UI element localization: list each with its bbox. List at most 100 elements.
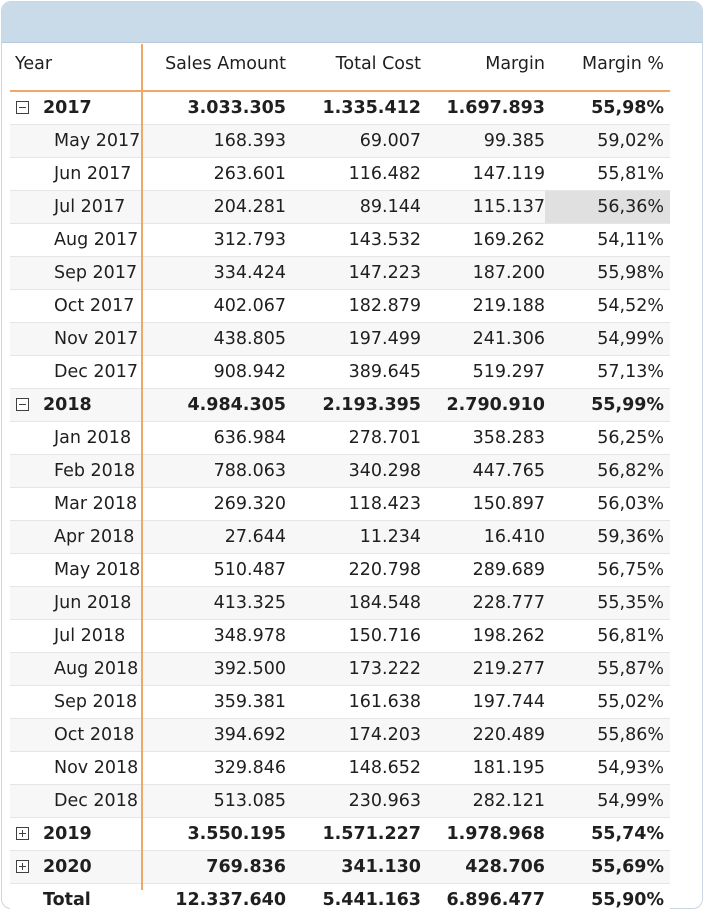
sales-amount-cell[interactable]: 636.984 bbox=[213, 428, 286, 448]
total-cost-cell[interactable]: 340.298 bbox=[348, 461, 421, 481]
margin-cell[interactable]: 219.188 bbox=[472, 296, 545, 316]
margin-pct-cell[interactable]: 55,74% bbox=[591, 824, 664, 844]
column-header-margin[interactable]: Margin bbox=[485, 54, 545, 74]
sales-amount-cell[interactable]: 168.393 bbox=[213, 131, 286, 151]
margin-pct-cell[interactable]: 54,11% bbox=[597, 230, 664, 250]
total-cost-cell[interactable]: 1.335.412 bbox=[322, 98, 421, 118]
margin-cell[interactable]: 358.283 bbox=[472, 428, 545, 448]
sales-amount-cell[interactable]: 3.550.195 bbox=[187, 824, 286, 844]
total-cost-cell[interactable]: 11.234 bbox=[359, 527, 421, 547]
sales-amount-cell[interactable]: 204.281 bbox=[213, 197, 286, 217]
margin-pct-cell[interactable]: 55,98% bbox=[597, 263, 664, 283]
total-cost-cell[interactable]: 174.203 bbox=[348, 725, 421, 745]
sales-amount-cell[interactable]: 334.424 bbox=[213, 263, 286, 283]
total-cost-cell[interactable]: 69.007 bbox=[359, 131, 421, 151]
total-cost-cell[interactable]: 89.144 bbox=[359, 197, 421, 217]
margin-cell[interactable]: 228.777 bbox=[472, 593, 545, 613]
margin-pct-cell[interactable]: 56,25% bbox=[597, 428, 664, 448]
total-cost-cell[interactable]: 161.638 bbox=[348, 692, 421, 712]
sales-amount-cell[interactable]: 402.067 bbox=[213, 296, 286, 316]
collapse-minus-icon[interactable] bbox=[16, 101, 29, 114]
sales-amount-cell[interactable]: 348.978 bbox=[213, 626, 286, 646]
margin-pct-cell[interactable]: 54,99% bbox=[597, 791, 664, 811]
margin-pct-cell[interactable]: 55,69% bbox=[591, 857, 664, 877]
sales-amount-cell[interactable]: 769.836 bbox=[206, 857, 286, 877]
sales-amount-cell[interactable]: 312.793 bbox=[213, 230, 286, 250]
margin-pct-cell[interactable]: 55,98% bbox=[591, 98, 664, 118]
sales-amount-cell[interactable]: 359.381 bbox=[213, 692, 286, 712]
margin-pct-cell[interactable]: 55,02% bbox=[597, 692, 664, 712]
column-header-sales-amount[interactable]: Sales Amount bbox=[165, 54, 286, 74]
total-cost-cell[interactable]: 147.223 bbox=[348, 263, 421, 283]
sales-amount-cell[interactable]: 329.846 bbox=[213, 758, 286, 778]
sales-amount-cell[interactable]: 413.325 bbox=[213, 593, 286, 613]
margin-cell[interactable]: 150.897 bbox=[472, 494, 545, 514]
margin-cell[interactable]: 181.195 bbox=[472, 758, 545, 778]
total-cost-cell[interactable]: 118.423 bbox=[348, 494, 421, 514]
total-cost-cell[interactable]: 2.193.395 bbox=[322, 395, 421, 415]
margin-cell[interactable]: 99.385 bbox=[483, 131, 545, 151]
sales-amount-cell[interactable]: 4.984.305 bbox=[187, 395, 286, 415]
total-cost-cell[interactable]: 278.701 bbox=[348, 428, 421, 448]
total-cost-cell[interactable]: 150.716 bbox=[348, 626, 421, 646]
margin-cell[interactable]: 169.262 bbox=[472, 230, 545, 250]
margin-pct-cell[interactable]: 54,93% bbox=[597, 758, 664, 778]
column-header-total-cost[interactable]: Total Cost bbox=[335, 54, 421, 74]
sales-amount-cell[interactable]: 392.500 bbox=[213, 659, 286, 679]
margin-cell[interactable]: 147.119 bbox=[472, 164, 545, 184]
column-header-year[interactable]: Year bbox=[15, 54, 53, 74]
margin-pct-cell[interactable]: 57,13% bbox=[597, 362, 664, 382]
margin-pct-cell[interactable]: 59,02% bbox=[597, 131, 664, 151]
margin-pct-cell[interactable]: 56,03% bbox=[597, 494, 664, 514]
total-cost-cell[interactable]: 184.548 bbox=[348, 593, 421, 613]
margin-cell[interactable]: 219.277 bbox=[472, 659, 545, 679]
margin-pct-cell[interactable]: 55,87% bbox=[597, 659, 664, 679]
margin-cell[interactable]: 282.121 bbox=[472, 791, 545, 811]
total-cost-cell[interactable]: 230.963 bbox=[348, 791, 421, 811]
margin-cell[interactable]: 197.744 bbox=[472, 692, 545, 712]
margin-cell[interactable]: 1.978.968 bbox=[446, 824, 545, 844]
column-header-margin-pct[interactable]: Margin % bbox=[582, 54, 664, 74]
sales-amount-cell[interactable]: 263.601 bbox=[213, 164, 286, 184]
expand-plus-icon[interactable] bbox=[16, 827, 29, 840]
margin-pct-cell[interactable]: 54,99% bbox=[597, 329, 664, 349]
total-cost-cell[interactable]: 182.879 bbox=[348, 296, 421, 316]
margin-cell[interactable]: 220.489 bbox=[472, 725, 545, 745]
margin-pct-cell[interactable]: 59,36% bbox=[597, 527, 664, 547]
margin-cell[interactable]: 447.765 bbox=[472, 461, 545, 481]
sales-amount-cell[interactable]: 438.805 bbox=[213, 329, 286, 349]
margin-pct-cell[interactable]: 56,82% bbox=[597, 461, 664, 481]
margin-cell[interactable]: 198.262 bbox=[472, 626, 545, 646]
margin-cell[interactable]: 241.306 bbox=[472, 329, 545, 349]
margin-cell[interactable]: 428.706 bbox=[465, 857, 545, 877]
margin-cell[interactable]: 16.410 bbox=[483, 527, 545, 547]
margin-pct-cell[interactable]: 54,52% bbox=[597, 296, 664, 316]
margin-pct-cell[interactable]: 55,99% bbox=[591, 395, 664, 415]
total-cost-cell[interactable]: 173.222 bbox=[348, 659, 421, 679]
margin-cell[interactable]: 187.200 bbox=[472, 263, 545, 283]
margin-pct-cell[interactable]: 56,75% bbox=[597, 560, 664, 580]
collapse-minus-icon[interactable] bbox=[16, 398, 29, 411]
margin-pct-cell[interactable]: 55,86% bbox=[597, 725, 664, 745]
margin-cell[interactable]: 2.790.910 bbox=[446, 395, 545, 415]
margin-pct-cell[interactable]: 55,35% bbox=[597, 593, 664, 613]
margin-pct-cell[interactable]: 55,81% bbox=[597, 164, 664, 184]
sales-amount-cell[interactable]: 510.487 bbox=[213, 560, 286, 580]
sales-amount-cell[interactable]: 908.942 bbox=[213, 362, 286, 382]
sales-amount-cell[interactable]: 27.644 bbox=[224, 527, 286, 547]
total-cost-cell[interactable]: 1.571.227 bbox=[322, 824, 421, 844]
total-cost-cell[interactable]: 220.798 bbox=[348, 560, 421, 580]
total-cost-cell[interactable]: 341.130 bbox=[341, 857, 421, 877]
sales-amount-cell[interactable]: 269.320 bbox=[213, 494, 286, 514]
total-cost-cell[interactable]: 143.532 bbox=[348, 230, 421, 250]
sales-amount-cell[interactable]: 788.063 bbox=[213, 461, 286, 481]
margin-pct-cell[interactable]: 56,36% bbox=[597, 197, 664, 217]
margin-cell[interactable]: 115.137 bbox=[472, 197, 545, 217]
total-cost-cell[interactable]: 148.652 bbox=[348, 758, 421, 778]
margin-cell[interactable]: 519.297 bbox=[472, 362, 545, 382]
sales-amount-cell[interactable]: 3.033.305 bbox=[187, 98, 286, 118]
total-cost-cell[interactable]: 197.499 bbox=[348, 329, 421, 349]
margin-cell[interactable]: 1.697.893 bbox=[446, 98, 545, 118]
margin-cell[interactable]: 289.689 bbox=[472, 560, 545, 580]
sales-amount-cell[interactable]: 394.692 bbox=[213, 725, 286, 745]
